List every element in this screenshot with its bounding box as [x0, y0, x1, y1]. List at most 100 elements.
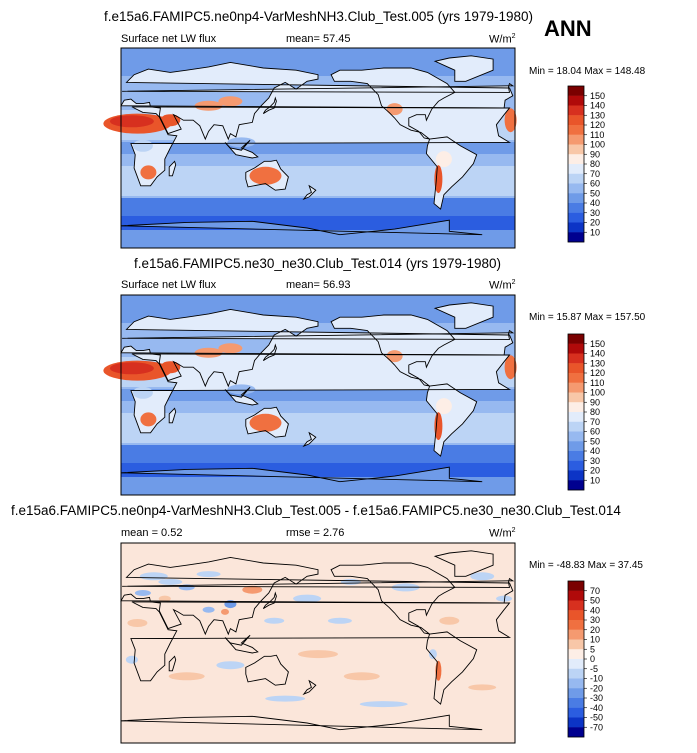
band-antarctic [121, 477, 515, 495]
coastline [120, 61, 514, 141]
colorbar-tick-label: 120 [590, 368, 605, 378]
colorbar-swatch [568, 154, 584, 165]
field-patch [127, 619, 148, 627]
panel-2-title: f.e15a6.FAMIPC5.ne30_ne30.Club_Test.014 … [134, 256, 501, 271]
coastline [330, 67, 456, 140]
field-patch [168, 672, 205, 681]
coastline [122, 82, 515, 93]
colorbar-swatch [568, 86, 584, 96]
field-patch [298, 650, 338, 659]
land-fill [121, 220, 483, 248]
coastline [122, 577, 515, 588]
colorbar-swatch [568, 232, 584, 243]
field-patch [227, 384, 256, 395]
season-label: ANN [544, 16, 592, 41]
field-patch [264, 617, 285, 624]
colorbar-tick-label: 10 [590, 635, 600, 645]
field-patch [434, 412, 443, 441]
coastline [433, 550, 494, 577]
colorbar-swatch [568, 392, 584, 403]
field-patch [249, 166, 282, 185]
field-patch [216, 661, 245, 670]
colorbar-swatch [568, 480, 584, 491]
colorbar-swatch [568, 590, 584, 601]
land-fill [121, 309, 513, 387]
coastline [168, 160, 177, 177]
colorbar-tick-label: 140 [590, 101, 605, 111]
band-southern-ocean [121, 445, 515, 463]
panel-2-minmax: Min = 15.87 Max = 157.50 [529, 312, 646, 323]
colorbar-tick-label: 140 [590, 349, 605, 359]
band-antarctic [121, 230, 515, 248]
land-fill [121, 467, 483, 495]
field-patch [194, 347, 223, 358]
colorbar-tick-label: 150 [590, 339, 605, 349]
colorbar-swatch [568, 581, 584, 591]
coastline [433, 55, 494, 82]
field-patch [221, 608, 229, 615]
land-fill [435, 302, 494, 329]
panel-1-title: f.e15a6.FAMIPC5.ne0np4-VarMeshNH3.Club_T… [104, 9, 533, 24]
colorbar-tick-label: 0 [590, 654, 595, 664]
colorbar-swatch [568, 115, 584, 126]
colorbar-tick-label: 5 [590, 644, 595, 654]
colorbar-swatch [568, 421, 584, 432]
coastline [130, 353, 512, 434]
field-patch [132, 139, 153, 152]
coastline [262, 96, 277, 114]
colorbar-tick-label: -70 [590, 722, 603, 732]
colorbar-swatch [568, 470, 584, 481]
panel-2-units: W/m2 [489, 279, 516, 292]
field-patch [140, 165, 157, 180]
colorbar-swatch [568, 431, 584, 442]
panel-3-title: f.e15a6.FAMIPC5.ne0np4-VarMeshNH3.Club_T… [11, 503, 621, 518]
colorbar-tick-label: -40 [590, 703, 603, 713]
band-equatorial [121, 142, 515, 154]
panel-3-units: W/m2 [489, 527, 516, 540]
colorbar-tick-label: 100 [590, 140, 605, 150]
colorbar-tick-label: 20 [590, 625, 600, 635]
field-patch [158, 578, 183, 585]
band-equatorial [121, 389, 515, 401]
field-patch [435, 151, 452, 168]
colorbar-tick-label: 70 [590, 169, 600, 179]
field-patch [504, 108, 517, 133]
coastline [120, 308, 514, 388]
land-fill [435, 55, 494, 82]
colorbar-swatch [568, 412, 584, 422]
colorbar-swatch [568, 173, 584, 184]
colorbar-tick-label: 110 [590, 130, 604, 140]
colorbar-tick-label: 150 [590, 91, 605, 101]
field-patch [158, 595, 171, 602]
field-patch [218, 96, 243, 107]
colorbar-tick-label: 120 [590, 120, 605, 130]
coastline [262, 591, 277, 609]
field-patch [109, 115, 154, 128]
panel-1-minmax: Min = 18.04 Max = 148.48 [529, 66, 646, 77]
field-patch [265, 695, 306, 702]
coastline [168, 407, 177, 424]
panel-2-variable: Surface net LW flux [121, 279, 217, 291]
band-southern-ocean [121, 198, 515, 216]
field-patch [470, 572, 495, 581]
colorbar-tick-label: -10 [590, 674, 603, 684]
colorbar-swatch [568, 727, 584, 738]
colorbar-swatch [568, 95, 584, 106]
map-frame [120, 542, 516, 744]
colorbar-swatch [568, 659, 584, 669]
field-patch [504, 355, 517, 380]
field-patch [132, 386, 153, 399]
coastline [262, 343, 277, 361]
field-patch [139, 572, 168, 581]
coastline [245, 406, 289, 438]
map-frame [120, 47, 516, 249]
colorbar-swatch [568, 649, 584, 660]
land-fill [121, 62, 513, 140]
field-patch [218, 343, 243, 354]
map-panel-1 [103, 47, 517, 249]
colorbar-swatch [568, 639, 584, 650]
coastline [302, 184, 317, 201]
coastline [130, 106, 512, 187]
coastline [425, 631, 478, 705]
